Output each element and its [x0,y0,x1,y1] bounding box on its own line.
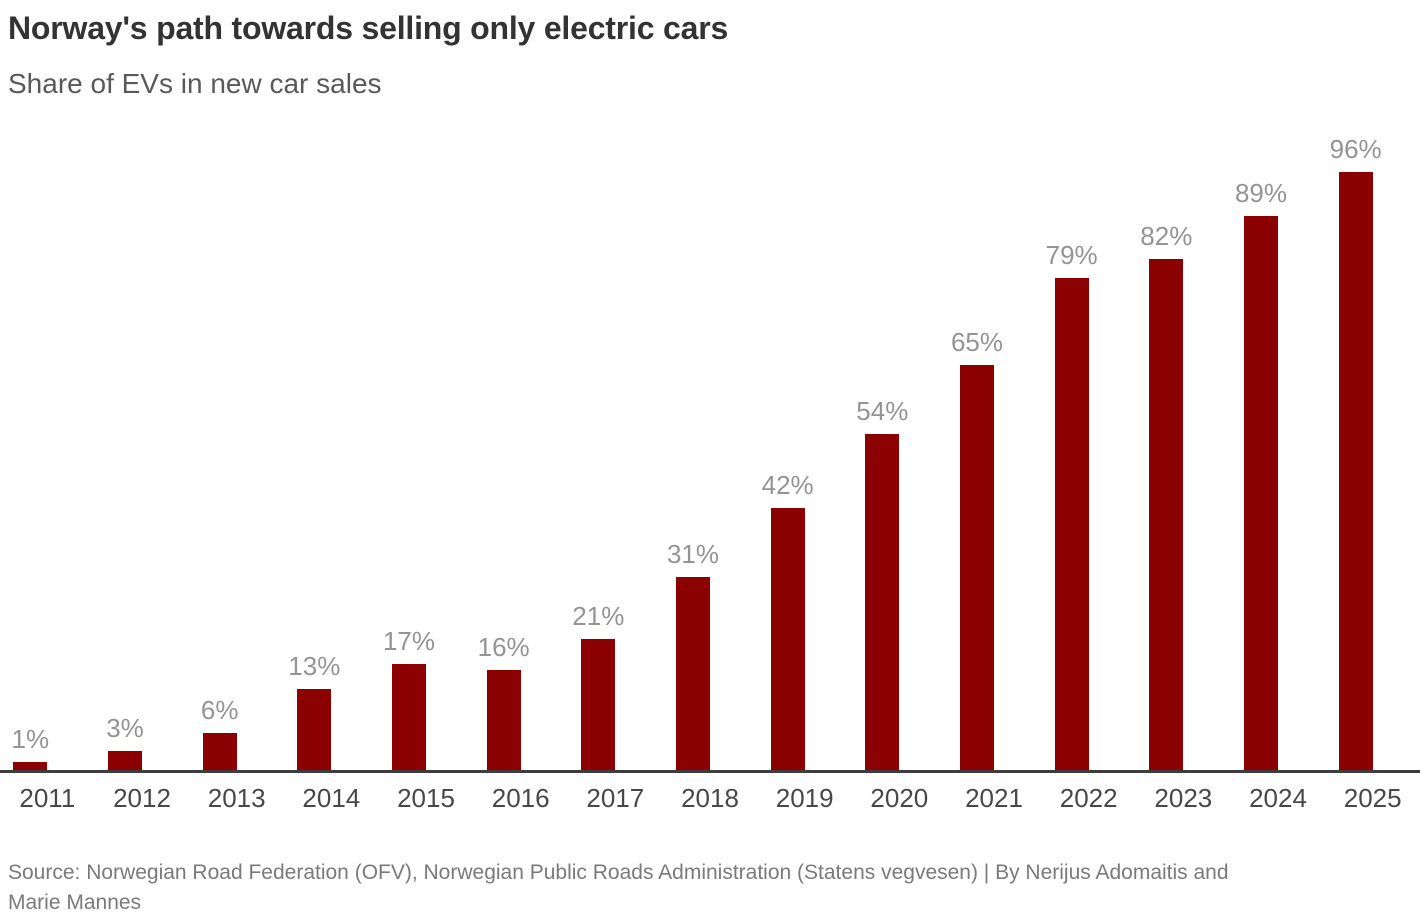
x-tick-label-2022: 2022 [1059,783,1118,813]
value-label-2021: 65% [950,327,1004,358]
value-label-2016: 16% [477,632,530,663]
bar-2021 [960,365,994,770]
chart-subtitle: Share of EVs in new car sales [8,68,382,99]
bar-2016 [486,670,521,770]
source-line-2: Marie Mannes [8,891,142,914]
bar-2020 [865,433,900,770]
bar-2017 [581,639,616,770]
x-tick-label-2011: 2011 [19,783,76,813]
bar-2011 [13,762,48,770]
value-label-2019: 42% [761,470,814,501]
value-label-2015: 17% [382,626,436,657]
bar-2025 [1338,171,1373,770]
bar-chart: 1% 2011 3% 2012 6% 2013 13% 2014 17% 2015 16% 2016 2… [0,133,1420,813]
value-label-2024: 89% [1234,177,1288,208]
x-tick-label-2018: 2018 [681,783,739,813]
x-tick-label-2025: 2025 [1343,783,1402,813]
value-label-2017: 21% [572,601,625,632]
bar-2013 [202,732,237,770]
bar-2023 [1149,259,1184,770]
x-tick-label-2012: 2012 [113,783,171,813]
value-label-2018: 31% [666,538,720,569]
x-tick-label-2024: 2024 [1249,783,1307,813]
value-label-2013: 6% [200,694,239,725]
bar-2012 [108,751,142,770]
value-label-2022: 79% [1045,239,1098,270]
bar-2014 [297,689,332,770]
source-note: Source: Norwegian Road Federation (OFV),… [8,858,1398,918]
value-label-2012: 3% [106,713,144,744]
bar-2018 [676,576,710,770]
value-label-2014: 13% [288,651,341,681]
x-tick-label-2014: 2014 [302,783,361,813]
x-tick-label-2017: 2017 [586,783,645,813]
value-label-2020: 54% [856,395,909,426]
x-tick-label-2013: 2013 [207,783,266,813]
value-label-2011: 1% [11,724,50,754]
value-label-2025: 96% [1329,133,1382,164]
bar-2022 [1054,277,1089,770]
x-axis-line [0,770,1420,773]
value-label-2023: 82% [1140,221,1193,252]
x-tick-label-2020: 2020 [870,783,929,813]
chart-title: Norway's path towards selling only elect… [8,10,729,46]
x-tick-label-2019: 2019 [775,783,834,813]
source-line-1: Source: Norwegian Road Federation (OFV),… [8,861,1229,884]
x-tick-label-2021: 2021 [965,783,1023,813]
bar-2015 [392,664,426,770]
x-tick-label-2023: 2023 [1154,783,1213,813]
bar-2024 [1244,215,1278,770]
x-tick-label-2016: 2016 [491,783,550,813]
x-tick-label-2015: 2015 [397,783,455,813]
bar-2019 [770,508,805,770]
